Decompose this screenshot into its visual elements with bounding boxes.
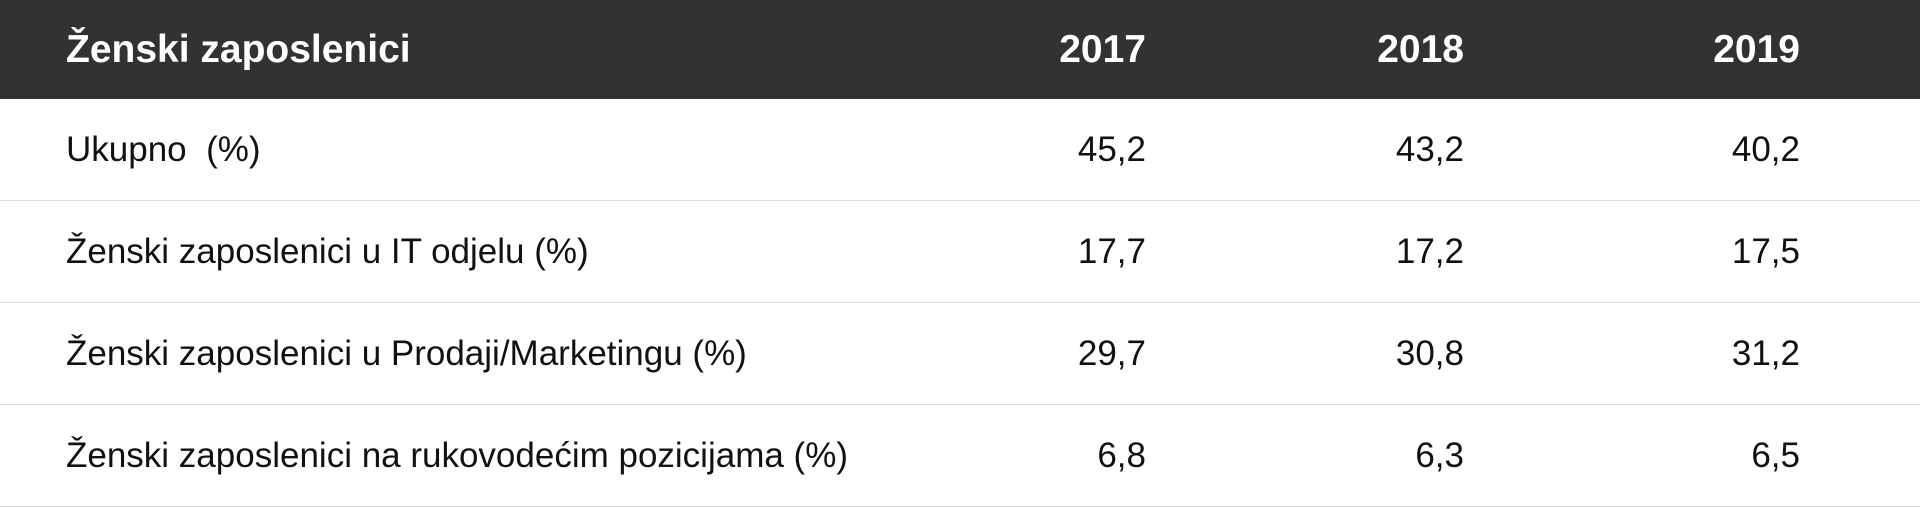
row-value: 17,5 [1731,231,1800,271]
row-value: 30,8 [1395,333,1464,373]
table-row: Ženski zaposlenici u Prodaji/Marketingu … [0,303,1920,405]
row-label: Ukupno (%) [66,129,261,169]
row-value: 6,5 [1751,435,1800,475]
row-value: 17,7 [1077,231,1146,271]
row-value: 17,2 [1395,231,1464,271]
header-year: 2018 [1377,27,1464,71]
row-label: Ženski zaposlenici na rukovodećim pozici… [66,435,848,475]
row-value: 43,2 [1395,129,1464,169]
header-year: 2017 [1059,27,1146,71]
table-row: Ženski zaposlenici u IT odjelu (%) 17,7 17… [0,201,1920,303]
row-value: 45,2 [1077,129,1146,169]
row-label: Ženski zaposlenici u IT odjelu (%) [66,231,589,271]
row-value: 29,7 [1077,333,1146,373]
table-header: Ženski zaposlenici 2017 2018 2019 [0,0,1920,99]
table-row: Ženski zaposlenici na rukovodećim pozici… [0,405,1920,507]
table-row: Ukupno (%) 45,2 43,2 40,2 [0,99,1920,201]
row-value: 40,2 [1731,129,1800,169]
header-title: Ženski zaposlenici [66,27,411,71]
row-value: 6,8 [1097,435,1146,475]
header-year: 2019 [1713,27,1800,71]
row-label: Ženski zaposlenici u Prodaji/Marketingu … [66,333,747,373]
row-value: 6,3 [1415,435,1464,475]
row-value: 31,2 [1731,333,1800,373]
